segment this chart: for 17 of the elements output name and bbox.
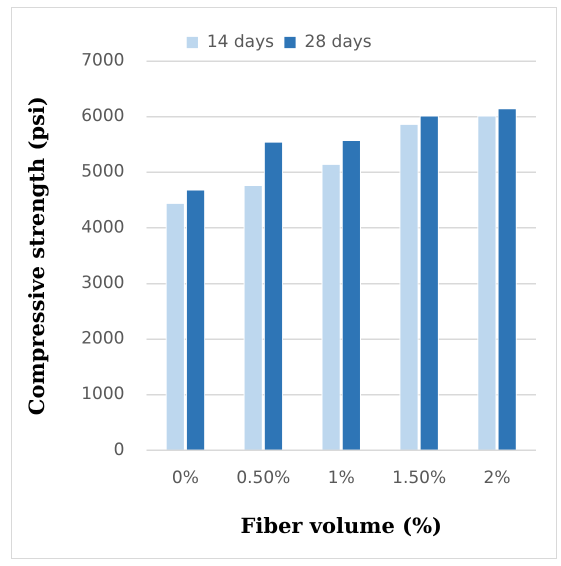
x-tick-label: 0% bbox=[172, 468, 199, 488]
y-axis-title: Compressive strength (psi) bbox=[24, 96, 50, 416]
y-tick-label: 2000 bbox=[81, 328, 124, 349]
y-tick-label: 0 bbox=[114, 440, 124, 460]
x-tick-label: 0.50% bbox=[236, 468, 290, 488]
y-tick-label: 5000 bbox=[81, 162, 124, 182]
y-tick-label: 4000 bbox=[81, 217, 124, 238]
x-axis-title: Fiber volume (%) bbox=[240, 512, 442, 538]
y-tick-label: 6000 bbox=[81, 106, 124, 126]
x-tick-label: 2% bbox=[484, 468, 511, 488]
legend-label: 14 days bbox=[206, 32, 274, 52]
y-tick-label: 7000 bbox=[81, 50, 124, 70]
y-tick-label: 1000 bbox=[81, 384, 124, 404]
x-tick-label: 1.50% bbox=[392, 468, 446, 488]
legend-label: 28 days bbox=[304, 32, 372, 52]
x-tick-label: 1% bbox=[328, 468, 355, 488]
y-tick-label: 3000 bbox=[81, 272, 124, 293]
